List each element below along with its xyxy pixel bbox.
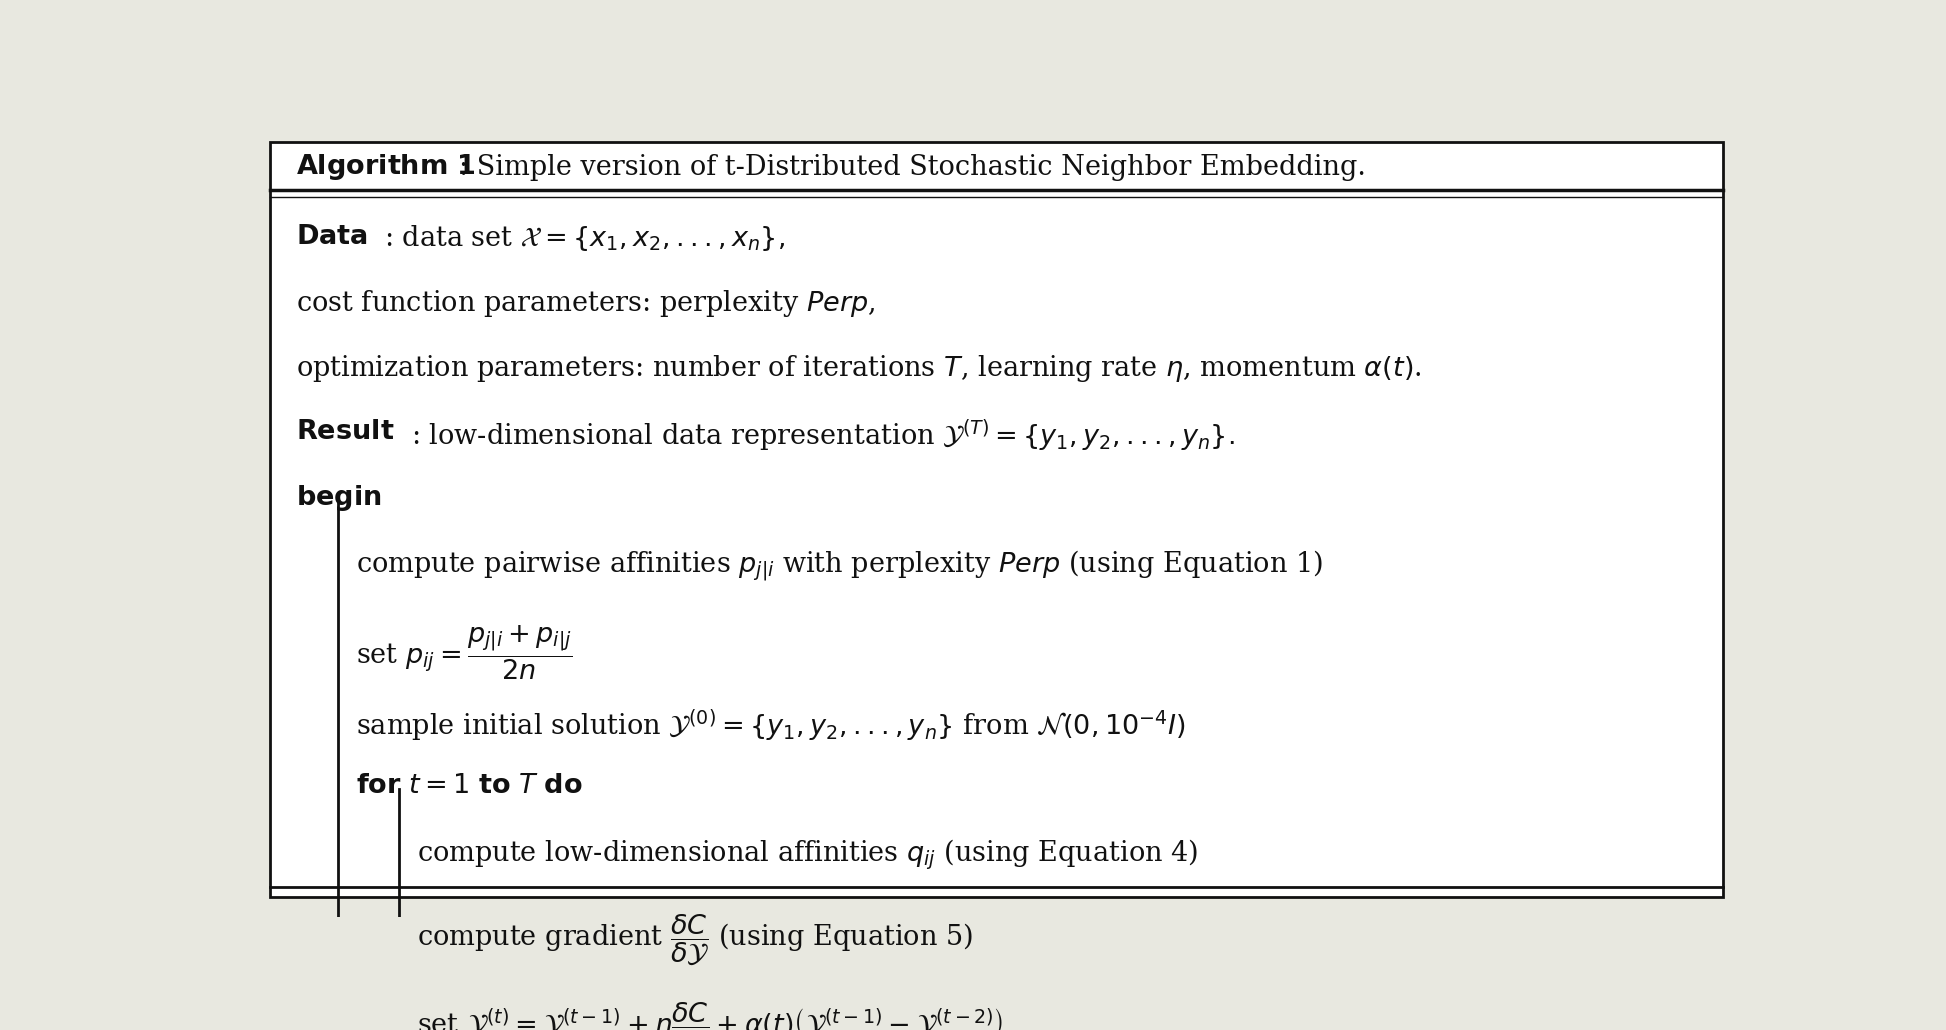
Text: : Simple version of t-Distributed Stochastic Neighbor Embedding.: : Simple version of t-Distributed Stocha… [459,153,1366,180]
Text: compute low-dimensional affinities $q_{ij}$ (using Equation 4): compute low-dimensional affinities $q_{i… [416,837,1199,871]
FancyBboxPatch shape [270,142,1722,897]
Text: $\mathbf{begin}$: $\mathbf{begin}$ [296,483,381,513]
Text: set $p_{ij} = \dfrac{p_{j|i}+p_{i|j}}{2n}$: set $p_{ij} = \dfrac{p_{j|i}+p_{i|j}}{2n… [356,623,572,682]
Text: : low-dimensional data representation $\mathcal{Y}^{(T)} = \{y_1,y_2,...,y_n\}.$: : low-dimensional data representation $\… [411,418,1234,454]
Text: sample initial solution $\mathcal{Y}^{(0)} = \{y_1,y_2,...,y_n\}$ from $\mathcal: sample initial solution $\mathcal{Y}^{(0… [356,708,1187,744]
Text: cost function parameters: perplexity $\mathit{Perp}$,: cost function parameters: perplexity $\m… [296,287,876,318]
Text: : data set $\mathcal{X} = \{x_1,x_2,...,x_n\},$: : data set $\mathcal{X} = \{x_1,x_2,...,… [383,222,784,252]
Text: $\mathbf{Data}$: $\mathbf{Data}$ [296,222,368,249]
Text: compute pairwise affinities $p_{j|i}$ with perplexity $\mathit{Perp}$ (using Equ: compute pairwise affinities $p_{j|i}$ wi… [356,548,1323,583]
Text: set $\mathcal{Y}^{(t)} = \mathcal{Y}^{(t-1)} + \eta\dfrac{\delta C}{\delta \math: set $\mathcal{Y}^{(t)} = \mathcal{Y}^{(t… [416,1000,1002,1030]
Text: $\mathbf{Result}$: $\mathbf{Result}$ [296,418,395,445]
Text: $\mathbf{for}$ $\mathit{t=1}$ $\mathbf{to}$ $\mathit{T}$ $\mathbf{do}$: $\mathbf{for}$ $\mathit{t=1}$ $\mathbf{t… [356,772,584,799]
Text: compute gradient $\dfrac{\delta C}{\delta \mathcal{Y}}$ (using Equation 5): compute gradient $\dfrac{\delta C}{\delt… [416,913,973,967]
Text: $\mathbf{Algorithm\ 1}$: $\mathbf{Algorithm\ 1}$ [296,152,475,182]
Text: optimization parameters: number of iterations $\mathit{T}$, learning rate $\eta$: optimization parameters: number of itera… [296,353,1423,384]
